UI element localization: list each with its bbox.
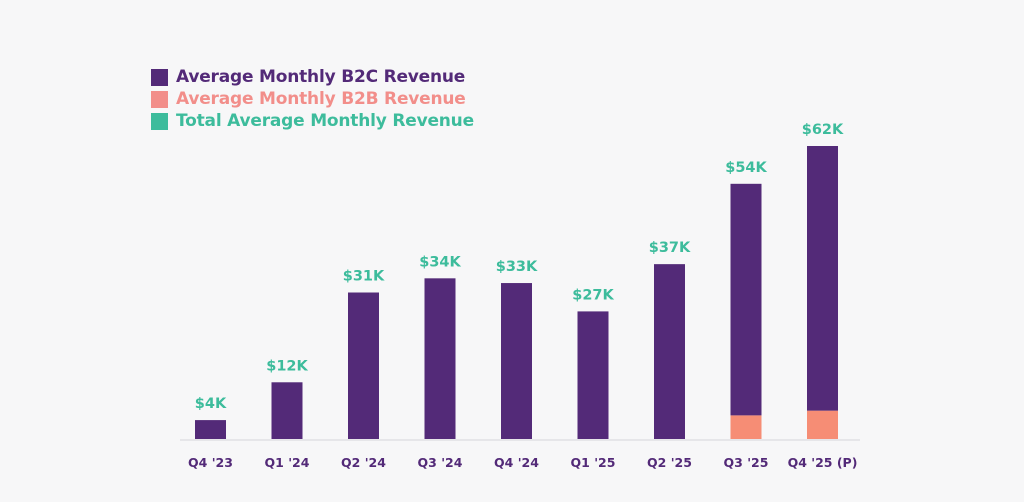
total-data-label: $34K: [419, 254, 461, 270]
bar-b2c-segment: [807, 146, 838, 411]
total-data-label: $62K: [802, 122, 844, 138]
total-data-label: $12K: [266, 358, 308, 374]
legend-item-total: Total Average Monthly Revenue: [151, 110, 474, 132]
bar-b2b-segment: [807, 410, 838, 439]
x-tick-label: Q1 '25: [571, 455, 616, 470]
legend-label-b2c: Average Monthly B2C Revenue: [176, 67, 466, 87]
total-data-label: $37K: [649, 240, 691, 256]
x-tick-label: Q2 '24: [341, 455, 386, 470]
labels-group: $4K Q4 '23 $12K Q1 '24 $31K Q2 '24 $34K Q3 '24 $…: [188, 122, 857, 470]
x-tick-label: Q3 '25: [724, 455, 769, 470]
bar-b2c-segment: [654, 264, 685, 439]
total-data-label: $33K: [496, 259, 538, 275]
x-tick-label: Q1 '24: [265, 455, 310, 470]
legend-item-b2c: Average Monthly B2C Revenue: [151, 66, 474, 88]
x-tick-label: Q4 '24: [494, 455, 539, 470]
bar-b2c-segment: [730, 183, 762, 416]
total-data-label: $4K: [195, 396, 227, 412]
bar-b2c-segment: [501, 283, 532, 439]
total-data-label: $31K: [343, 269, 385, 285]
total-data-label: $27K: [572, 287, 614, 303]
bars-group: [195, 146, 838, 439]
x-tick-label: Q4 '23: [188, 455, 233, 470]
x-tick-label: Q3 '24: [418, 455, 463, 470]
bar-b2c-segment: [195, 420, 226, 439]
legend-label-total: Total Average Monthly Revenue: [176, 111, 474, 131]
legend-label-b2b: Average Monthly B2B Revenue: [176, 89, 466, 109]
bar-b2c-segment: [348, 292, 379, 439]
chart-legend: Average Monthly B2C Revenue Average Mont…: [151, 66, 474, 132]
legend-item-b2b: Average Monthly B2B Revenue: [151, 88, 474, 110]
legend-swatch-b2c: [151, 68, 168, 86]
bar-b2c-segment: [577, 311, 609, 439]
bar-b2b-segment: [730, 415, 762, 439]
bar-b2c-segment: [271, 382, 303, 439]
legend-swatch-total: [151, 112, 168, 130]
x-tick-label: Q2 '25: [647, 455, 692, 470]
legend-swatch-b2b: [151, 90, 168, 108]
x-tick-label: Q4 '25 (P): [788, 455, 858, 470]
total-data-label: $54K: [725, 160, 767, 176]
bar-b2c-segment: [424, 278, 456, 439]
